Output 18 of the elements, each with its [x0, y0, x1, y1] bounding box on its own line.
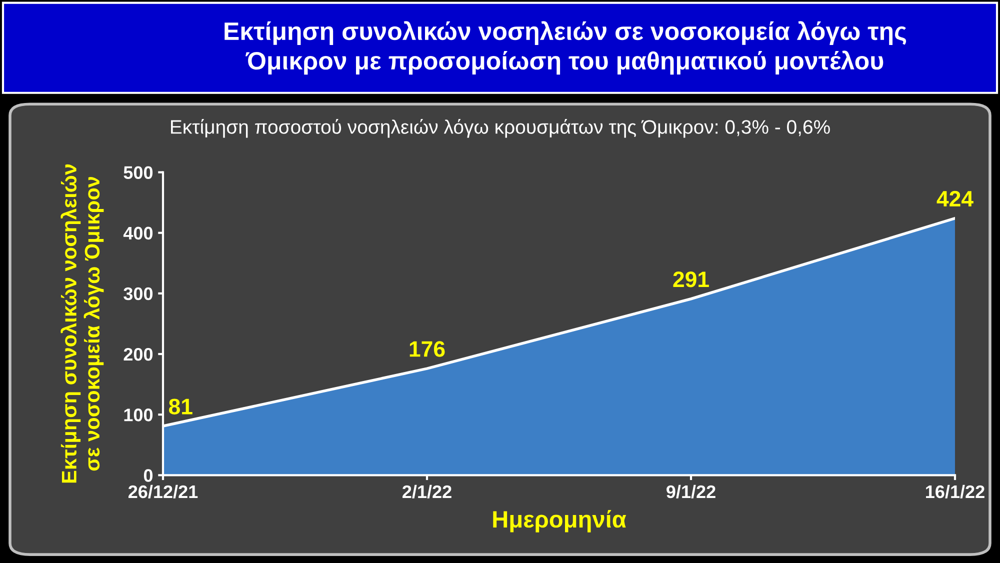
data-label: 81	[168, 398, 192, 414]
chart-title: Εκτίμηση συνολικών νοσηλειών σε νοσοκομεία λόγω της Όμικρον με προσομοίωση του μαθηματικού μοντέλου	[224, 21, 906, 75]
y-tick-label: 300	[124, 287, 153, 300]
y-tick-label: 500	[124, 166, 153, 179]
y-tick-label: 200	[124, 348, 153, 361]
chart-subtitle: Εκτίμηση ποσοστού νοσηλειών λόγω κρουσμάτων της Όμικρον: 0,3% - 0,6%	[171, 119, 830, 138]
x-tick-label: 16/1/22	[926, 484, 984, 498]
data-label: 291	[673, 271, 709, 288]
y-tick-label: 400	[123, 226, 153, 240]
x-axis-title: Ημερομηνία	[493, 510, 626, 532]
x-tick-label: 26/12/21	[128, 484, 198, 498]
x-tick-label: 2/1/22	[402, 484, 452, 498]
data-label: 176	[410, 341, 445, 357]
y-axis-title: Εκτίμηση συνολικών νοσηλειών σε νοσοκομεία λόγω Όμικρον	[60, 164, 104, 483]
x-tick-label: 9/1/22	[666, 484, 716, 498]
y-tick-label: 100	[124, 408, 153, 422]
data-label: 424	[936, 190, 974, 206]
y-tick-label: 0	[144, 469, 153, 482]
